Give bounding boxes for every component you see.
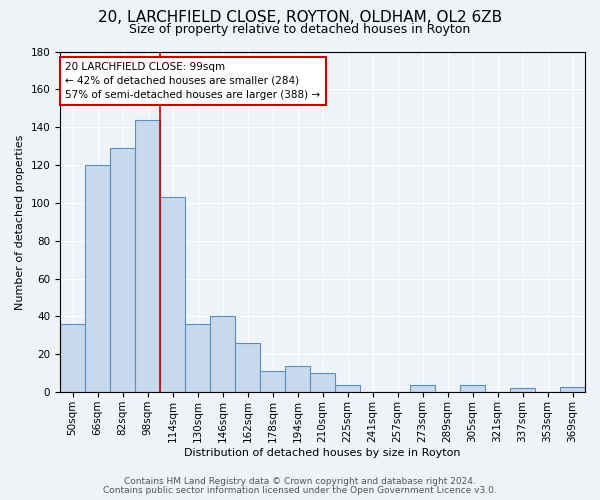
Bar xyxy=(260,372,285,392)
Bar xyxy=(510,388,535,392)
Bar xyxy=(60,324,85,392)
Text: Size of property relative to detached houses in Royton: Size of property relative to detached ho… xyxy=(130,22,470,36)
Text: 20 LARCHFIELD CLOSE: 99sqm
← 42% of detached houses are smaller (284)
57% of sem: 20 LARCHFIELD CLOSE: 99sqm ← 42% of deta… xyxy=(65,62,320,100)
Bar xyxy=(135,120,160,392)
Bar xyxy=(410,384,435,392)
Y-axis label: Number of detached properties: Number of detached properties xyxy=(15,134,25,310)
Bar xyxy=(85,165,110,392)
Bar xyxy=(185,324,210,392)
Bar xyxy=(460,384,485,392)
Bar xyxy=(560,386,585,392)
Bar xyxy=(110,148,135,392)
Bar xyxy=(235,343,260,392)
X-axis label: Distribution of detached houses by size in Royton: Distribution of detached houses by size … xyxy=(184,448,461,458)
Text: Contains HM Land Registry data © Crown copyright and database right 2024.: Contains HM Land Registry data © Crown c… xyxy=(124,477,476,486)
Bar xyxy=(210,316,235,392)
Bar xyxy=(310,374,335,392)
Bar xyxy=(285,366,310,392)
Bar xyxy=(335,384,360,392)
Text: Contains public sector information licensed under the Open Government Licence v3: Contains public sector information licen… xyxy=(103,486,497,495)
Bar xyxy=(160,197,185,392)
Text: 20, LARCHFIELD CLOSE, ROYTON, OLDHAM, OL2 6ZB: 20, LARCHFIELD CLOSE, ROYTON, OLDHAM, OL… xyxy=(98,10,502,25)
